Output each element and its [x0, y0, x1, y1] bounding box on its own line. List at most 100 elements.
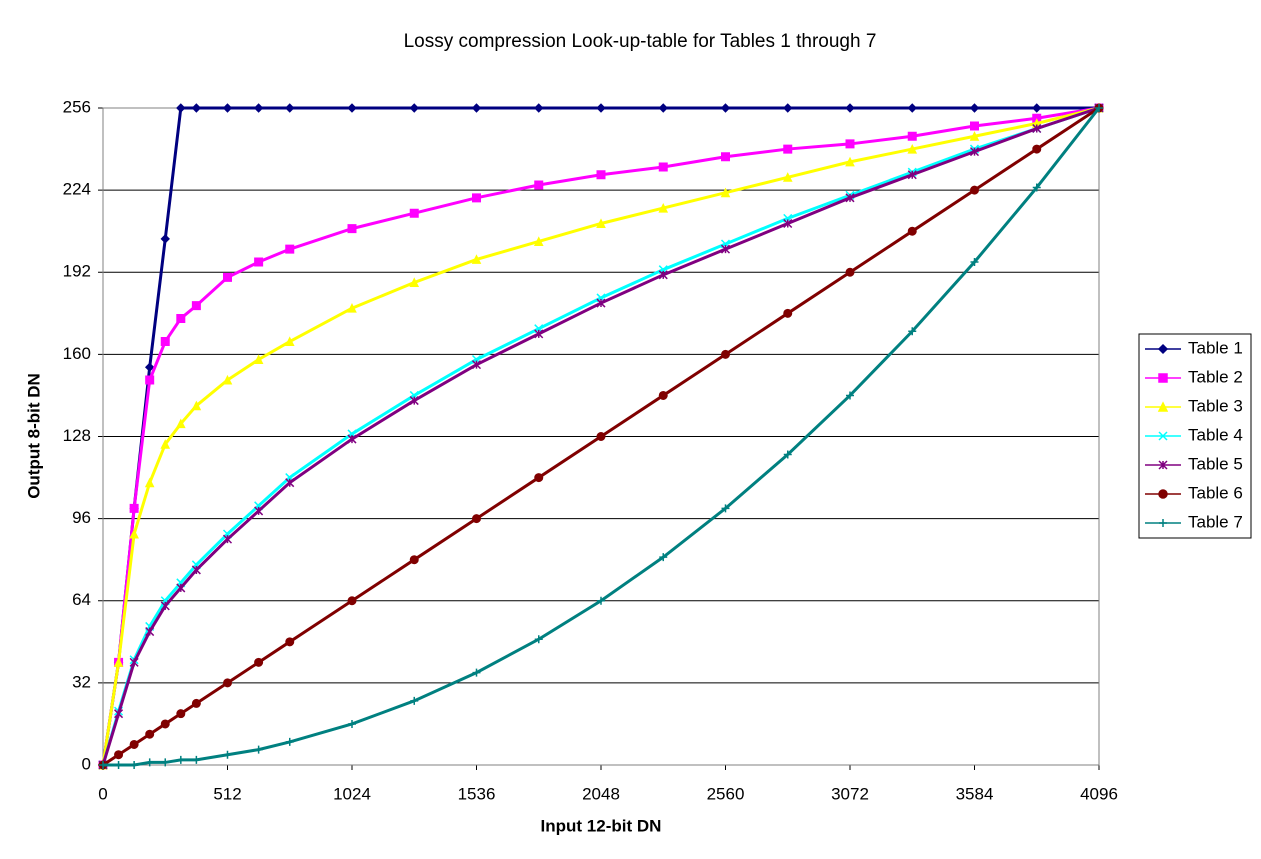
- y-tick-label: 160: [63, 344, 91, 363]
- data-point: [658, 162, 668, 172]
- data-point: [472, 668, 481, 677]
- y-tick-label: 256: [63, 97, 91, 116]
- data-point: [907, 170, 917, 180]
- data-point: [1032, 103, 1042, 113]
- data-point: [534, 103, 544, 113]
- x-tick-label: 2560: [707, 784, 745, 803]
- x-tick-label: 0: [98, 784, 107, 803]
- data-point: [161, 758, 170, 767]
- data-point: [596, 432, 606, 441]
- data-point: [253, 354, 264, 365]
- data-point: [409, 396, 419, 406]
- legend-label: Table 5: [1188, 454, 1243, 473]
- data-point: [1032, 183, 1041, 192]
- data-point: [254, 257, 264, 267]
- legend-marker: [1159, 519, 1167, 527]
- data-point: [907, 226, 917, 236]
- data-point: [597, 596, 605, 605]
- data-point: [596, 298, 606, 308]
- data-point: [223, 750, 232, 759]
- data-point: [129, 657, 139, 667]
- data-point: [720, 103, 731, 113]
- data-point: [658, 103, 668, 113]
- data-point: [222, 678, 233, 688]
- data-point: [908, 327, 917, 336]
- data-point: [969, 131, 980, 141]
- data-point: [176, 755, 185, 764]
- data-point: [533, 236, 544, 246]
- data-point: [471, 360, 482, 370]
- data-point: [347, 434, 357, 444]
- x-tick-label: 1536: [458, 784, 496, 803]
- data-point: [720, 349, 731, 359]
- data-point: [409, 103, 419, 113]
- data-point: [845, 103, 855, 113]
- data-point: [845, 156, 855, 167]
- y-tick-label: 64: [72, 590, 91, 609]
- data-point: [534, 329, 544, 339]
- data-point: [472, 193, 481, 203]
- data-point: [782, 172, 793, 182]
- data-point: [658, 390, 668, 400]
- data-point: [145, 729, 155, 739]
- data-point: [113, 657, 124, 667]
- data-point: [160, 601, 170, 611]
- data-point: [720, 187, 731, 198]
- data-point: [783, 103, 793, 113]
- data-point: [846, 391, 854, 400]
- data-point: [130, 761, 139, 769]
- data-point: [114, 750, 124, 760]
- chart-title: Lossy compression Look-up-table for Tabl…: [404, 31, 877, 52]
- data-point: [176, 103, 186, 113]
- legend-label: Table 1: [1188, 338, 1243, 357]
- data-point: [145, 758, 154, 767]
- data-point: [845, 267, 855, 277]
- data-point: [285, 637, 295, 647]
- data-point: [253, 103, 264, 113]
- data-point: [409, 277, 420, 288]
- data-point: [191, 698, 201, 708]
- data-point: [596, 103, 606, 113]
- data-point: [409, 208, 419, 218]
- data-point: [348, 719, 356, 728]
- data-point: [783, 450, 792, 459]
- legend-label: Table 3: [1188, 396, 1243, 415]
- data-point: [845, 193, 855, 203]
- data-point: [409, 555, 419, 565]
- x-axis-label: Input 12-bit DN: [541, 816, 662, 835]
- data-point: [191, 301, 201, 311]
- data-point: [907, 143, 918, 154]
- x-tick-label: 2048: [582, 784, 620, 803]
- data-point: [129, 528, 139, 539]
- data-point: [223, 272, 232, 282]
- data-point: [145, 375, 155, 385]
- legend-label: Table 4: [1188, 425, 1243, 444]
- x-tick-label: 512: [213, 784, 241, 803]
- data-point: [114, 709, 124, 719]
- legend-marker: [1158, 489, 1168, 499]
- data-point: [347, 303, 357, 313]
- data-point: [285, 244, 295, 254]
- data-point: [160, 439, 171, 449]
- data-point: [192, 755, 201, 764]
- data-point: [783, 144, 793, 154]
- y-tick-label: 0: [82, 754, 91, 773]
- legend-label: Table 7: [1188, 512, 1243, 531]
- y-tick-label: 96: [72, 508, 91, 527]
- data-point: [471, 254, 482, 264]
- data-point: [969, 185, 980, 195]
- data-point: [285, 478, 295, 488]
- x-tick-label: 1024: [333, 784, 371, 803]
- data-point: [659, 553, 668, 562]
- data-point: [145, 627, 155, 637]
- data-point: [970, 121, 979, 131]
- data-point: [222, 103, 233, 113]
- data-point: [783, 218, 793, 229]
- data-point: [285, 103, 295, 113]
- legend-marker: [1157, 401, 1169, 412]
- legend-label: Table 6: [1188, 483, 1243, 502]
- data-point: [129, 739, 139, 749]
- data-point: [721, 152, 730, 162]
- data-point: [596, 170, 606, 180]
